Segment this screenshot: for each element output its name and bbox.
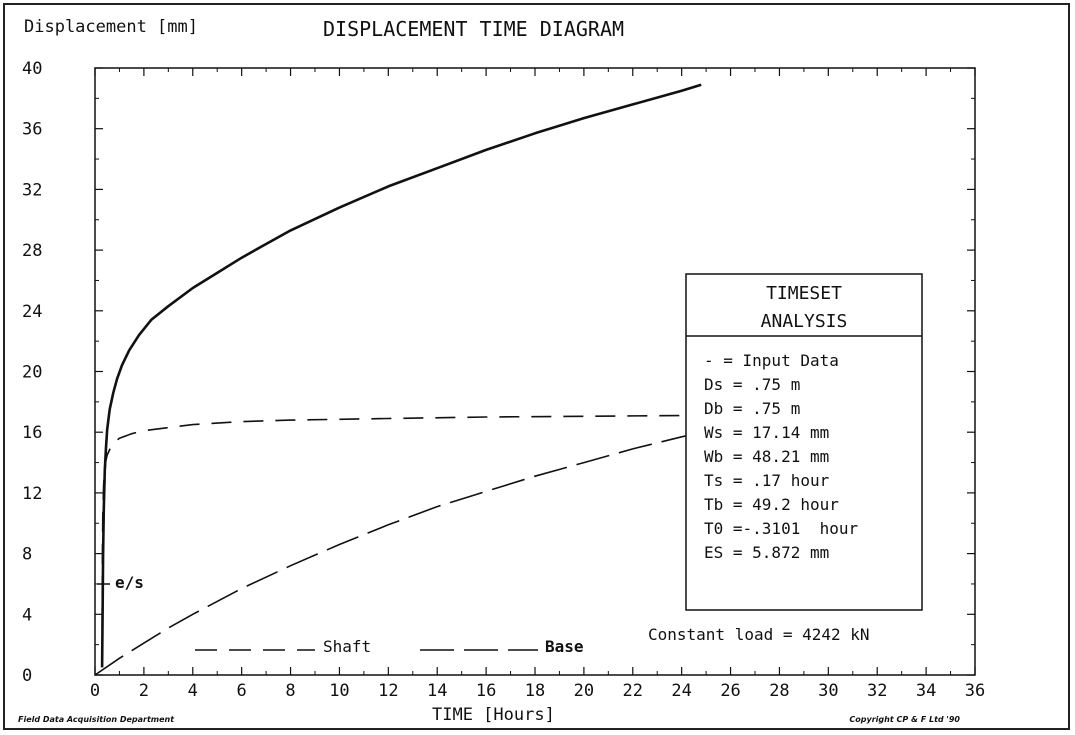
y-tick-label: 36 [22,120,42,140]
x-tick-label: 10 [329,681,349,701]
x-tick-label: 32 [867,681,887,701]
info-box-line: Ts = .17 hour [704,471,830,490]
x-tick-label: 6 [237,681,247,701]
y-tick-label: 12 [22,484,42,504]
info-box-line: T0 =-.3101 hour [704,519,858,538]
x-tick-label: 12 [378,681,398,701]
y-axis-ticks: 0 4 8 12 16 20 24 28 32 36 40 [22,59,975,686]
es-annotation: e/s [115,573,144,592]
series-line-total [100,83,702,668]
x-tick-label: 18 [525,681,545,701]
x-axis-ticks: 0 2 4 6 8 10 12 14 16 18 20 22 24 26 28 30 32 34 36 [90,68,985,701]
footer-left: Field Data Acquisition Department [18,715,175,724]
info-box-line: Tb = 49.2 hour [704,495,839,514]
x-tick-label: 16 [476,681,496,701]
legend: Shaft Base [195,637,584,656]
x-tick-label: 36 [965,681,985,701]
y-tick-label: 24 [22,302,42,322]
info-box: TIMESET ANALYSIS - = Input Data Ds = .75 … [685,273,923,611]
y-tick-label: 32 [22,180,42,200]
info-box-title-2: ANALYSIS [761,311,848,332]
x-tick-label: 8 [285,681,295,701]
y-tick-label: 16 [22,423,42,443]
x-tick-label: 0 [90,681,100,701]
x-tick-label: 20 [574,681,594,701]
series-line-e-s [101,435,108,630]
legend-base-label: Base [545,637,584,656]
x-axis-label: TIME [Hours] [432,705,555,725]
constant-load: Constant load = 4242 kN [648,625,870,644]
footer-right: Copyright CP & F Ltd '90 [849,715,960,724]
series-group [94,83,780,676]
y-tick-label: 28 [22,241,42,261]
x-tick-label: 2 [139,681,149,701]
x-tick-label: 30 [818,681,838,701]
x-tick-label: 34 [916,681,936,701]
y-tick-label: 0 [22,666,32,686]
y-tick-label: 40 [22,59,42,79]
chart-title: DISPLACEMENT TIME DIAGRAM [323,17,624,41]
info-box-line: - = Input Data [704,351,839,370]
x-tick-label: 28 [769,681,789,701]
info-box-line: Ds = .75 m [704,375,800,394]
x-tick-label: 22 [623,681,643,701]
info-box-line: Db = .75 m [704,399,800,418]
info-box-line: Wb = 48.21 mm [704,447,829,466]
series-line-base [94,416,780,676]
chart-frame [3,3,1070,730]
x-tick-label: 24 [671,681,691,701]
series-line-shaft [101,414,780,660]
info-box-line: Ws = 17.14 mm [704,423,829,442]
legend-shaft-label: Shaft [323,637,371,656]
x-tick-label: 26 [720,681,740,701]
info-box-title-1: TIMESET [766,283,842,304]
info-box-line: ES = 5.872 mm [704,543,829,562]
y-tick-label: 4 [22,605,32,625]
x-tick-label: 4 [188,681,198,701]
y-axis-label: Displacement [mm] [24,17,198,37]
info-box-frame [685,273,923,611]
y-tick-label: 20 [22,363,42,383]
y-tick-label: 8 [22,545,32,565]
x-tick-label: 14 [427,681,447,701]
